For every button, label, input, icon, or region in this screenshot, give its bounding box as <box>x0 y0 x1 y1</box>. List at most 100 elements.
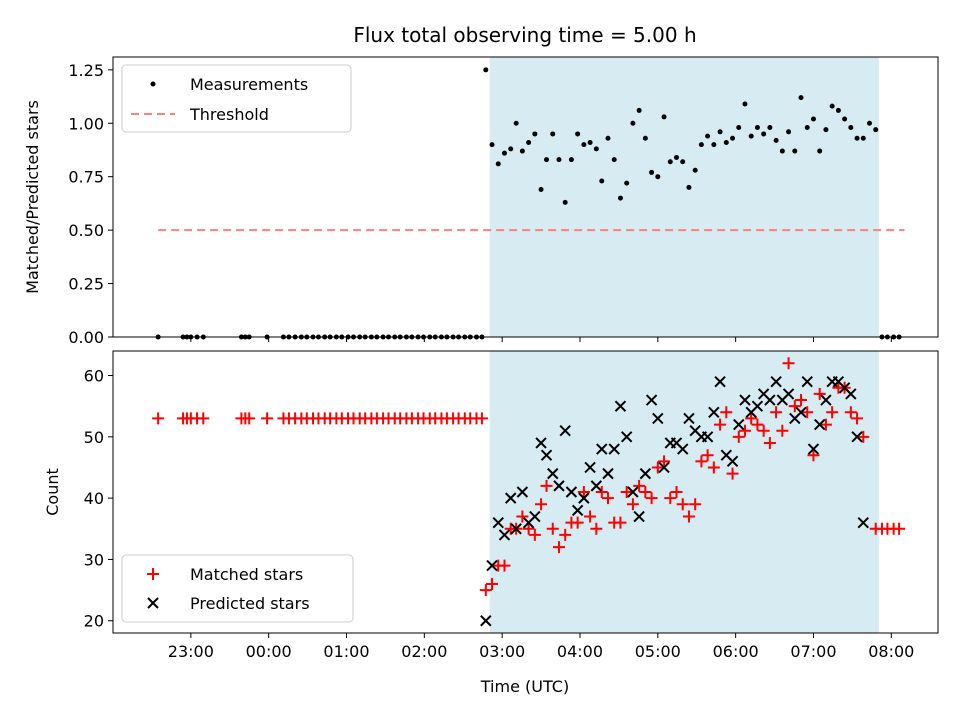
matched-star-point <box>479 584 492 597</box>
predicted-star-point <box>733 418 745 431</box>
top-y-tick-label: 0.75 <box>68 168 104 187</box>
matched-star-point <box>261 412 274 425</box>
matched-star-point <box>813 387 826 400</box>
matched-star-point <box>676 498 689 511</box>
matched-star-point <box>243 412 256 425</box>
measurement-point <box>587 139 593 145</box>
bottom-y-ticks: 20 30 40 50 60 <box>84 367 113 631</box>
matched-star-point <box>571 516 584 529</box>
measurement-point <box>835 107 841 113</box>
top-x-ticks <box>190 337 892 342</box>
matched-star-point <box>689 498 702 511</box>
measurement-point <box>605 135 611 141</box>
measurement-point <box>730 135 736 141</box>
bottom-observing-window <box>489 351 879 633</box>
predicted-star-point <box>658 461 670 474</box>
predicted-star-point <box>652 412 664 425</box>
measurement-point <box>617 195 623 201</box>
matched-star-point <box>738 424 751 437</box>
matched-star-point <box>498 559 511 572</box>
predicted-star-point <box>516 486 529 498</box>
measurement-point <box>792 148 798 154</box>
measurement-point <box>655 174 661 180</box>
predicted-star-point <box>529 510 541 523</box>
predicted-star-point <box>627 486 639 498</box>
measurement-point <box>817 148 823 154</box>
matched-star-point <box>726 467 739 480</box>
matched-star-point <box>745 412 758 425</box>
top-y-tick-label: 1.00 <box>68 114 104 133</box>
measurement-point <box>748 133 754 139</box>
matched-star-point <box>670 486 683 498</box>
matched-star-point <box>857 430 870 443</box>
predicted-star-point <box>795 406 807 419</box>
predicted-star-point <box>851 431 863 443</box>
matched-star-point <box>535 498 548 511</box>
predicted-star-point <box>571 504 584 517</box>
predicted-star-point <box>565 486 578 498</box>
measurement-point <box>661 114 667 120</box>
bottom-panel: 20 30 40 50 60 23:00 00:00 01:00 02:00 03:00 04:0… <box>43 350 939 696</box>
measurement-point <box>550 131 556 137</box>
predicted-star-point <box>535 437 547 449</box>
matched-star-point <box>844 406 857 419</box>
measurement-point <box>556 157 562 163</box>
bottom-y-tick-label: 40 <box>84 489 104 508</box>
predicted-star-point <box>683 412 695 425</box>
x-axis-label: Time (UTC) <box>480 677 569 696</box>
matched-star-point <box>197 412 210 425</box>
predicted-star-point <box>608 443 620 455</box>
measurement-point <box>705 133 711 139</box>
matched-star-point <box>614 516 627 529</box>
matched-star-point <box>801 406 814 419</box>
predicted-star-point <box>492 516 504 529</box>
measurement-point <box>867 120 873 126</box>
bottom-legend: Matched stars Predicted stars <box>121 554 354 623</box>
matched-star-point <box>602 492 614 505</box>
measurement-point <box>848 125 854 131</box>
matched-star-point <box>540 479 553 492</box>
predicted-star-point <box>480 615 492 627</box>
measurement-point <box>680 159 686 165</box>
top-legend: Measurements Threshold <box>121 64 352 133</box>
predicted-star-point <box>726 455 739 468</box>
top-y-axis-label: Matched/Predicted stars <box>23 100 42 294</box>
measurement-point <box>513 120 519 126</box>
predicted-star-point <box>751 400 764 412</box>
measurement-point <box>649 169 655 175</box>
measurement-point <box>519 148 525 154</box>
matched-star-point <box>664 492 677 505</box>
matched-star-point <box>559 528 572 541</box>
x-tick-label: 07:00 <box>790 642 836 661</box>
matched-star-point <box>486 577 499 590</box>
predicted-star-point <box>498 529 511 541</box>
measurement-point <box>483 67 489 73</box>
bottom-y-tick-label: 20 <box>84 612 104 631</box>
top-y-tick-label: 0.50 <box>68 221 104 240</box>
measurement-point <box>575 131 581 137</box>
measurement-point <box>754 125 760 131</box>
matched-star-point <box>720 406 733 419</box>
chart-title: Flux total observing time = 5.00 h <box>353 23 696 47</box>
measurement-point <box>562 199 568 205</box>
measurement-point <box>581 142 587 148</box>
measurement-point <box>779 148 785 154</box>
predicted-star-point <box>639 467 652 480</box>
measurement-point <box>854 135 860 141</box>
predicted-star-point <box>813 418 826 431</box>
predicted-star-point <box>602 467 614 480</box>
predicted-star-point <box>620 431 633 443</box>
bottom-y-tick-label: 30 <box>84 550 104 569</box>
top-y-tick-label: 1.25 <box>68 61 104 80</box>
top-y-tick-label: 0.25 <box>68 275 104 294</box>
measurement-point <box>829 103 835 109</box>
matched-star-point <box>763 436 776 449</box>
matched-star-point <box>819 418 832 431</box>
predicted-star-point <box>701 431 714 443</box>
measurement-point <box>495 161 501 167</box>
matched-star-point <box>757 424 770 437</box>
measurement-point <box>508 146 514 152</box>
matched-star-point <box>577 486 590 498</box>
predicted-star-point <box>510 523 522 535</box>
predicted-star-point <box>764 394 776 406</box>
